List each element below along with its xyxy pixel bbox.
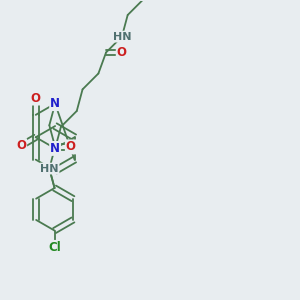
Text: O: O: [16, 139, 26, 152]
Text: Cl: Cl: [48, 241, 61, 254]
Text: O: O: [66, 140, 76, 153]
Text: N: N: [50, 142, 60, 155]
Text: HN: HN: [112, 32, 131, 42]
Text: O: O: [31, 92, 41, 105]
Text: O: O: [117, 46, 127, 59]
Text: HN: HN: [40, 164, 58, 174]
Text: N: N: [50, 97, 60, 110]
